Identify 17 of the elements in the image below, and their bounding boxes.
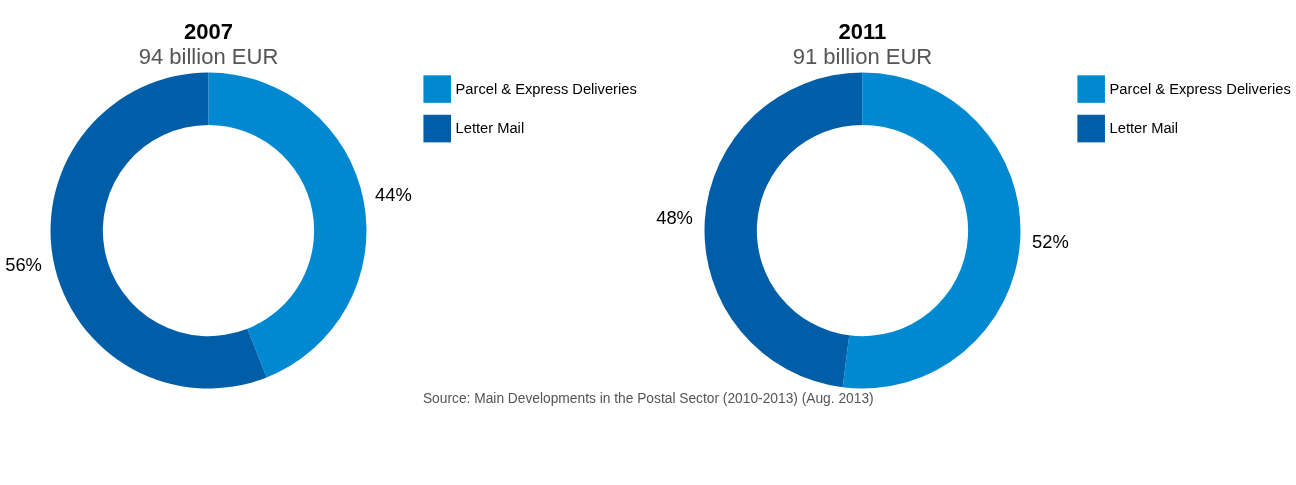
legend-label: Letter Mail: [455, 120, 525, 137]
data-label: 56%: [5, 254, 42, 276]
data-label: 44%: [375, 183, 412, 205]
donut-slice: [842, 72, 1021, 389]
chart-title: 2007: [183, 19, 234, 45]
donut-slice: [704, 72, 863, 388]
chart-subtitle: 91 billion EUR: [792, 44, 933, 70]
donut-slice: [50, 72, 267, 389]
donut-slice: [208, 72, 367, 378]
legend-label: Letter Mail: [1109, 120, 1179, 137]
source-note: Source: Main Developments in the Postal Sector (2010-2013) (Aug. 2013): [422, 391, 874, 407]
data-label: 52%: [1032, 230, 1069, 252]
legend-label: Parcel & Express Deliveries: [1109, 80, 1291, 97]
data-label: 48%: [656, 207, 693, 229]
chart-subtitle: 94 billion EUR: [138, 44, 279, 70]
chart-title: 2011: [838, 19, 887, 45]
legend-label: Parcel & Express Deliveries: [455, 80, 637, 97]
